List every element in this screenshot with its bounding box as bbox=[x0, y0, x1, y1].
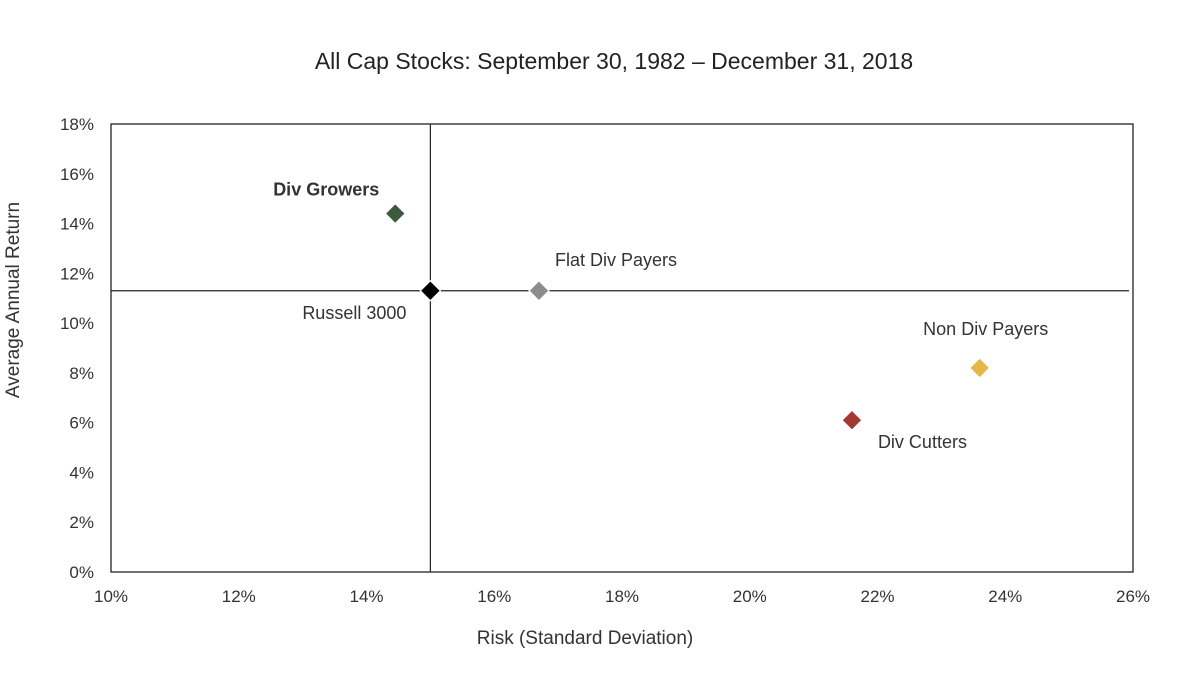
y-tick-label: 14% bbox=[60, 215, 94, 234]
x-tick-label: 10% bbox=[94, 587, 128, 606]
label-flat-div-payers: Flat Div Payers bbox=[555, 250, 677, 270]
y-tick-label: 18% bbox=[60, 115, 94, 134]
x-tick-label: 18% bbox=[605, 587, 639, 606]
x-tick-label: 24% bbox=[988, 587, 1022, 606]
plot-area-border bbox=[110, 123, 1134, 573]
y-axis-label: Average Annual Return bbox=[3, 202, 24, 398]
y-tick-label: 0% bbox=[69, 563, 94, 582]
point-labels: Div Growers Russell 3000 Flat Div Payers No… bbox=[273, 180, 1048, 453]
label-div-cutters: Div Cutters bbox=[878, 432, 967, 452]
y-axis-ticks: 0% 2% 4% 6% 8% 10% 12% 14% 16% 18% bbox=[60, 115, 94, 582]
reference-lines bbox=[111, 124, 1129, 572]
y-tick-label: 12% bbox=[60, 264, 94, 283]
x-tick-label: 26% bbox=[1116, 587, 1150, 606]
x-tick-label: 16% bbox=[477, 587, 511, 606]
point-non-div-payers bbox=[968, 357, 991, 379]
x-tick-label: 14% bbox=[349, 587, 383, 606]
label-non-div-payers: Non Div Payers bbox=[923, 319, 1048, 339]
y-tick-label: 2% bbox=[69, 513, 94, 532]
chart-title: All Cap Stocks: September 30, 1982 – Dec… bbox=[314, 48, 914, 74]
point-div-cutters bbox=[841, 409, 863, 432]
x-axis-label: Risk (Standard Deviation) bbox=[477, 628, 693, 649]
x-axis-ticks: 10% 12% 14% 16% 18% 20% 22% 24% 26% bbox=[94, 587, 1150, 606]
y-tick-label: 16% bbox=[60, 165, 94, 184]
point-div-growers bbox=[384, 202, 407, 225]
y-tick-label: 8% bbox=[69, 364, 94, 383]
x-tick-label: 22% bbox=[860, 587, 894, 606]
y-tick-label: 4% bbox=[69, 463, 94, 482]
data-points bbox=[384, 202, 991, 432]
point-flat-div-payers bbox=[528, 279, 550, 302]
label-div-growers: Div Growers bbox=[273, 180, 379, 200]
point-russell-3000 bbox=[419, 279, 442, 302]
x-tick-label: 12% bbox=[222, 587, 256, 606]
x-tick-label: 20% bbox=[733, 587, 767, 606]
y-tick-label: 6% bbox=[69, 414, 94, 433]
y-tick-label: 10% bbox=[60, 314, 94, 333]
label-russell-3000: Russell 3000 bbox=[302, 303, 406, 323]
